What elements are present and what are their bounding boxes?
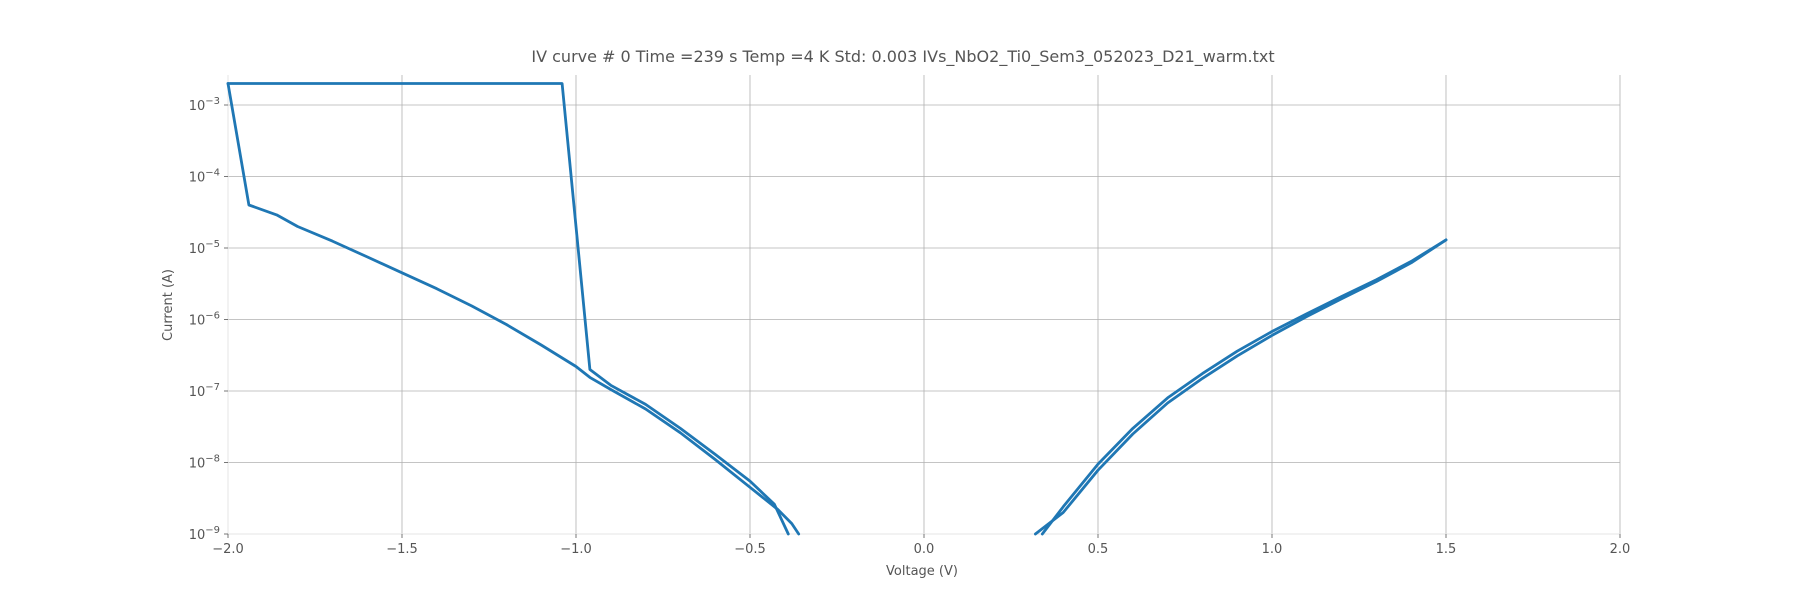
- x-tick-labels: −2.0 −1.5 −1.0 −0.5 0.0 0.5 1.0 1.5 2.0: [212, 534, 1630, 557]
- x-tick-label-3: −0.5: [734, 542, 766, 557]
- y-tick-label-3: 10−6: [189, 311, 220, 329]
- chart-title: IV curve # 0 Time =239 s Temp =4 K Std: …: [531, 47, 1274, 67]
- x-axis-label: Voltage (V): [886, 564, 958, 579]
- x-tick-label-5: 0.5: [1088, 542, 1109, 557]
- y-tick-label-1: 10−4: [189, 168, 220, 186]
- x-tick-label-4: 0.0: [914, 542, 935, 557]
- x-tick-label-0: −2.0: [212, 542, 244, 557]
- iv-series-3: [1034, 238, 1448, 536]
- x-tick-label-6: 1.0: [1262, 542, 1283, 557]
- iv-series-1: [226, 82, 790, 536]
- y-tick-label-4: 10−7: [189, 382, 220, 400]
- y-tick-label-0: 10−3: [189, 96, 220, 114]
- x-tick-label-7: 1.5: [1436, 542, 1457, 557]
- x-tick-label-8: 2.0: [1610, 542, 1631, 557]
- x-tick-label-1: −1.5: [386, 542, 418, 557]
- x-tick-label-2: −1.0: [560, 542, 592, 557]
- y-tick-label-6: 10−9: [189, 525, 220, 543]
- iv-series-0: [226, 82, 801, 536]
- grid: [227, 75, 1621, 535]
- series-layer: [226, 82, 1448, 536]
- y-tick-label-2: 10−5: [189, 239, 220, 257]
- iv-series-2: [1040, 238, 1448, 536]
- y-tick-label-5: 10−8: [189, 454, 220, 472]
- y-axis-label: Current (A): [161, 269, 176, 341]
- y-tick-labels: 10−3 10−4 10−5 10−6 10−7 10−8 10−9: [189, 96, 228, 543]
